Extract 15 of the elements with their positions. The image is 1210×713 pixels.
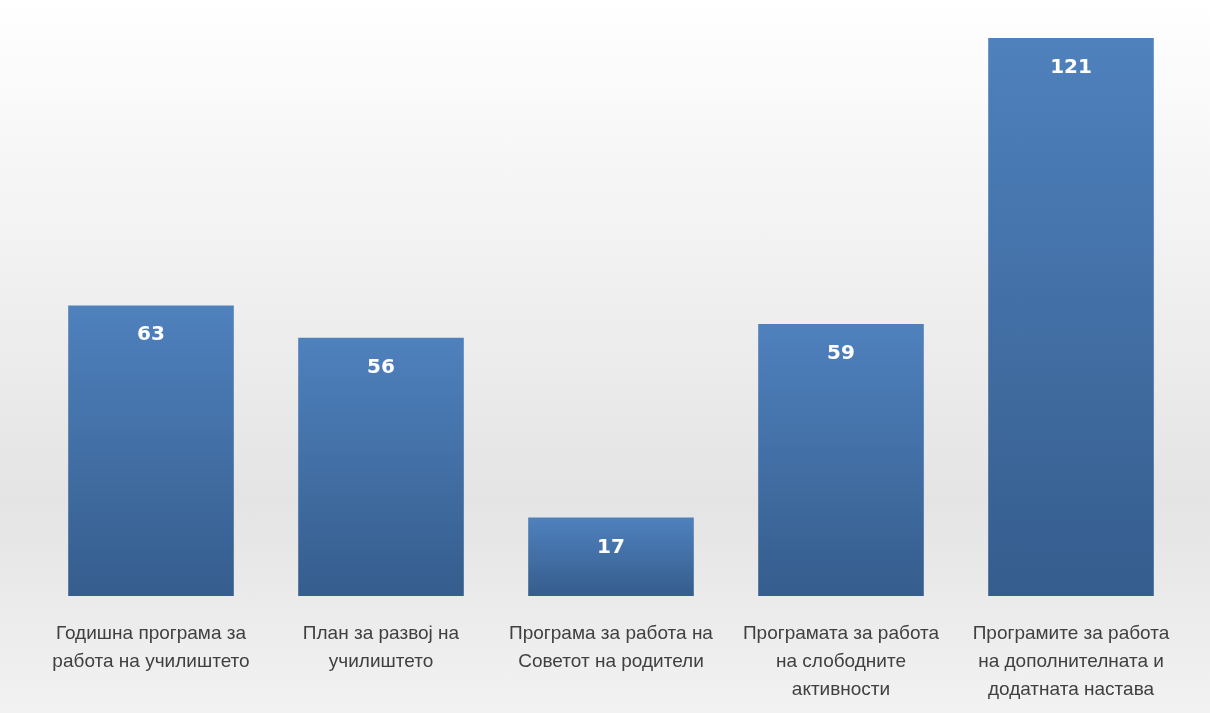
bar xyxy=(758,323,924,596)
bar xyxy=(68,305,234,596)
bar xyxy=(298,337,464,596)
x-tick-label: Програма за работа на Советот на родители xyxy=(509,621,714,671)
data-label: 59 xyxy=(827,339,855,364)
x-tick-label: Годишна програма за работа на училиштето xyxy=(52,621,250,671)
x-tick-label: Програмата за работа на слободните активности xyxy=(742,621,940,699)
bar xyxy=(528,517,694,596)
data-label: 56 xyxy=(367,353,395,378)
data-label: 17 xyxy=(597,533,625,558)
data-label: 63 xyxy=(137,321,165,346)
x-tick-label: План за развој на училиштето xyxy=(302,621,460,671)
x-tick-label: Програмите за работа на дополнителната и додатната настава xyxy=(972,621,1170,699)
data-label: 121 xyxy=(1050,54,1092,78)
bar xyxy=(988,38,1154,596)
